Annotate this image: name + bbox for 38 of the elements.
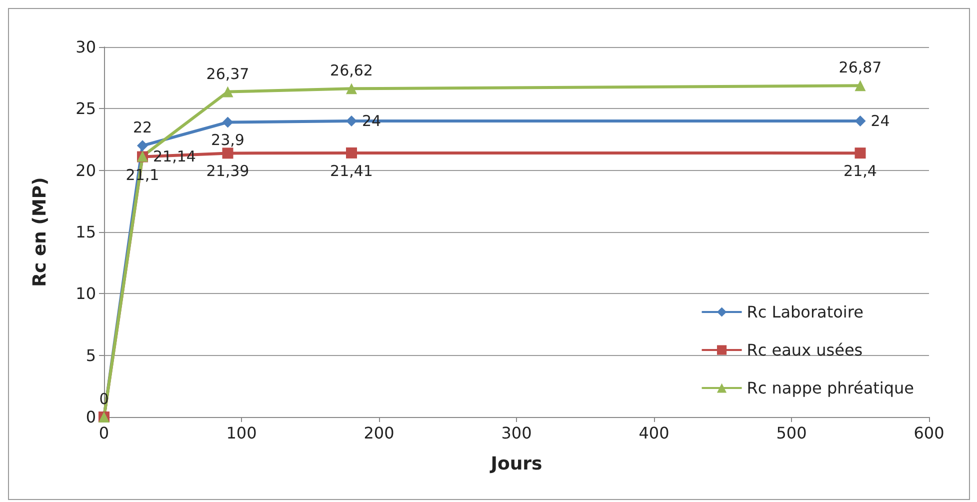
y-tick-label: 10 [76, 284, 96, 304]
point [222, 116, 234, 128]
y-tick-label: 0 [86, 408, 96, 426]
point [346, 116, 357, 126]
data-label: 21,39 [206, 162, 250, 180]
data-label: 23,9 [211, 131, 244, 150]
data-label: 26,87 [838, 58, 882, 77]
point [137, 140, 148, 152]
x-tick-label: 500 [776, 424, 807, 442]
data-label: 21,4 [844, 162, 877, 180]
x-tick-label: 200 [364, 424, 394, 442]
legend-label: Rc nappe phréatique [746, 378, 914, 398]
legend-label: Rc eaux usées [746, 340, 863, 360]
y-tick-label: 30 [76, 38, 96, 56]
x-tick-label: 400 [638, 424, 670, 442]
data-label: 24 [870, 112, 890, 130]
point [346, 83, 357, 94]
data-label: 26,62 [330, 62, 373, 80]
point [222, 148, 234, 159]
data-label: 26,37 [206, 64, 250, 83]
x-tick-label: 600 [914, 424, 944, 442]
y-tick-label: 5 [86, 346, 96, 365]
y-axis-title: Rc en (MP) [30, 177, 50, 287]
data-label: 22 [132, 118, 152, 137]
y-tick-label: 20 [76, 160, 96, 180]
y-tick-label: 15 [76, 222, 96, 242]
x-tick-label: 300 [501, 424, 532, 442]
y-tick-label: 25 [76, 99, 96, 118]
x-axis-title: Jours [488, 454, 542, 474]
x-tick-label: 0 [98, 424, 110, 442]
legend-label: Rc Laboratoire [746, 302, 864, 322]
x-tick-label: 100 [226, 424, 257, 442]
point [854, 80, 866, 92]
point [854, 116, 866, 126]
point [854, 148, 866, 159]
point [346, 147, 357, 158]
point [222, 86, 234, 98]
data-label: 21,41 [330, 162, 373, 180]
